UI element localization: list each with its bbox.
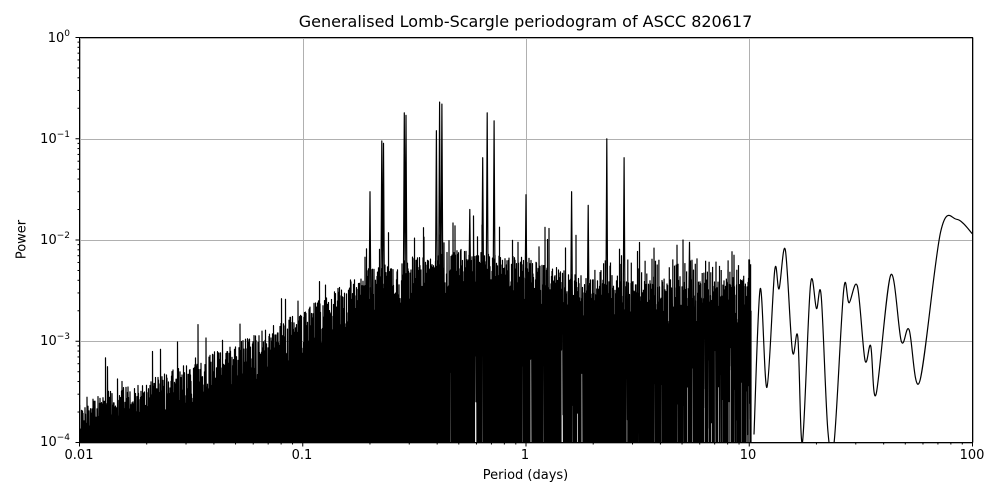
x-tick-label: 0.01 <box>64 448 94 463</box>
y-tick-label: 10−4 <box>40 432 70 451</box>
y-tick-label: 10−2 <box>40 230 70 249</box>
x-tick-label: 1 <box>520 448 530 463</box>
x-tick-label: 100 <box>959 448 985 463</box>
periodogram-line <box>79 101 973 443</box>
x-axis-label: Period (days) <box>482 468 569 483</box>
y-tick-label: 100 <box>47 28 70 47</box>
axis-ticks <box>75 37 973 447</box>
x-tick-label: 0.1 <box>291 448 313 463</box>
y-tick-label: 10−3 <box>40 331 70 350</box>
chart-title: Generalised Lomb-Scargle periodogram of … <box>298 12 753 31</box>
y-tick-label: 10−1 <box>40 129 70 148</box>
x-tick-label: 10 <box>739 448 757 463</box>
y-axis-label: Power <box>14 219 30 260</box>
